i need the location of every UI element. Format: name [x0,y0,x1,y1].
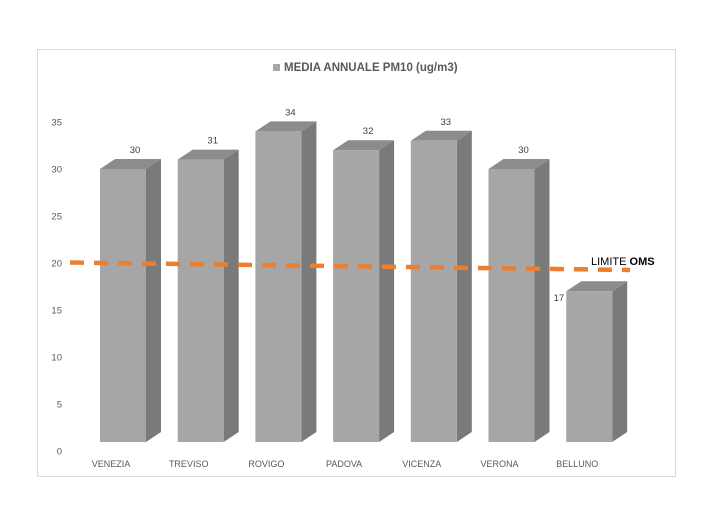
y-tick-label: 0 [57,447,62,458]
bar-treviso [177,149,239,442]
data-label: 17 [554,293,565,304]
y-tick-label: 35 [51,118,62,129]
bar-padova [333,140,395,442]
bar-front [410,140,457,443]
x-tick-label: ROVIGO [248,459,284,469]
y-tick-label: 10 [51,353,62,364]
legend: MEDIA ANNUALE PM10 (ug/m3) [273,62,458,74]
x-tick-label: PADOVA [326,459,362,469]
data-label: 33 [441,117,452,128]
y-tick-label: 5 [57,400,62,411]
bar-side [534,159,550,442]
bars: 30 31 34 32 33 30 17 [100,107,628,443]
reference-label-prefix: LIMITE [591,256,630,268]
data-label: 30 [518,145,529,156]
data-label: 31 [207,136,218,147]
y-tick-label: 25 [51,212,62,223]
bar-top [566,281,628,292]
bar-top [255,121,317,132]
y-tick-label: 20 [51,259,62,270]
x-tick-label: TREVISO [169,459,209,469]
bar-side [379,140,395,442]
data-label: 30 [130,145,141,156]
reference-line-dashes [69,260,631,273]
bar-top [333,140,395,151]
bar-verona [488,159,550,442]
bar-top [100,159,161,169]
bar-side [146,159,161,442]
bar-front [488,169,535,442]
bar-front [566,291,613,442]
y-tick-label: 30 [51,165,62,176]
bar-belluno [566,281,628,442]
legend-swatch [273,64,280,71]
bar-top [488,159,550,169]
bar-front [100,169,146,442]
bar-top [410,130,472,141]
bar-side [301,121,317,443]
reference-label: LIMITE OMS [591,256,655,268]
bar-rovigo [255,121,317,443]
bar-front [333,150,380,442]
bar-vicenza [410,130,472,443]
y-tick-label: 15 [51,306,62,317]
svg-text:LIMITE OMS: LIMITE OMS [591,256,655,268]
data-label: 32 [363,126,374,137]
bar-front [177,159,224,442]
reference-label-bold: OMS [630,256,655,268]
x-axis: VENEZIA TREVISO ROVIGO PADOVA VICENZA VERONA B… [92,459,598,469]
bar-venezia [100,159,161,442]
x-tick-label: VENEZIA [92,459,131,469]
bar-top [177,149,239,160]
x-tick-label: VERONA [480,459,518,469]
legend-label: MEDIA ANNUALE PM10 (ug/m3) [284,62,458,74]
reference-line [69,260,631,273]
x-tick-label: BELLUNO [556,459,598,469]
x-tick-label: VICENZA [402,459,441,469]
bar-side [223,149,239,442]
data-label: 34 [285,107,296,118]
y-axis: 0 5 10 15 20 25 30 35 [51,118,62,458]
bar-side [456,130,472,443]
bar-front [255,131,302,442]
bar-side [612,281,628,442]
